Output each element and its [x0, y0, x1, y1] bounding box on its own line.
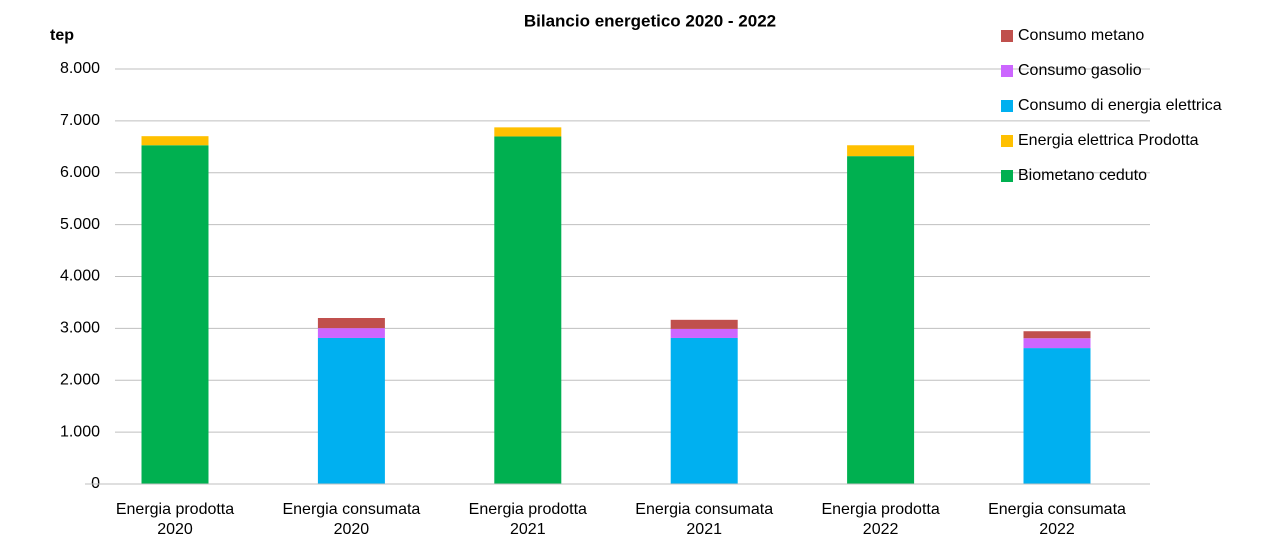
bar-segment [317, 328, 385, 338]
y-tick-label: 2.000 [60, 371, 100, 388]
x-tick-label: Energia consumata [635, 501, 773, 518]
legend-label: Biometano ceduto [1018, 167, 1147, 184]
bar-segment [317, 337, 385, 484]
legend-swatch [1001, 170, 1013, 182]
y-tick-label: 4.000 [60, 268, 100, 285]
bar-segment [670, 328, 738, 338]
legend-swatch [1001, 30, 1013, 42]
y-tick-label: 3.000 [60, 320, 100, 337]
x-tick-label: Energia consumata [282, 501, 420, 518]
x-tick-label: Energia prodotta [116, 501, 234, 518]
bar-segment [670, 319, 738, 329]
x-tick-label: 2022 [863, 521, 899, 538]
legend-label: Consumo metano [1018, 27, 1144, 44]
y-tick-label: 7.000 [60, 112, 100, 129]
y-tick-label: 1.000 [60, 423, 100, 440]
x-tick-label: Energia consumata [988, 501, 1126, 518]
bar-segment [1023, 331, 1091, 339]
x-tick-label: 2021 [510, 521, 546, 538]
y-tick-label: 6.000 [60, 164, 100, 181]
bar-segment [847, 156, 915, 484]
bar-segment [317, 318, 385, 329]
bar-segment [1023, 338, 1091, 349]
y-tick-label: 8.000 [60, 60, 100, 77]
bar-segment [141, 136, 209, 146]
x-tick-label: 2022 [1039, 521, 1075, 538]
bar-segment [847, 145, 915, 157]
legend-swatch [1001, 135, 1013, 147]
x-tick-label: Energia prodotta [821, 501, 939, 518]
x-tick-label: Energia prodotta [469, 501, 587, 518]
x-tick-label: 2020 [334, 521, 370, 538]
legend-label: Consumo di energia elettrica [1018, 97, 1222, 114]
bar-segment [494, 127, 562, 137]
legend-label: Consumo gasolio [1018, 62, 1142, 79]
chart-title: Bilancio energetico 2020 - 2022 [524, 11, 776, 30]
y-tick-label: 5.000 [60, 216, 100, 233]
x-tick-label: 2020 [157, 521, 193, 538]
y-axis-label: tep [50, 27, 74, 44]
legend-swatch [1001, 65, 1013, 77]
bar-segment [141, 145, 209, 484]
legend-swatch [1001, 100, 1013, 112]
bar-segment [670, 337, 738, 484]
legend-label: Energia elettrica Prodotta [1018, 132, 1199, 149]
bar-segment [1023, 348, 1091, 484]
bar-segment [494, 136, 562, 484]
x-tick-label: 2021 [686, 521, 722, 538]
